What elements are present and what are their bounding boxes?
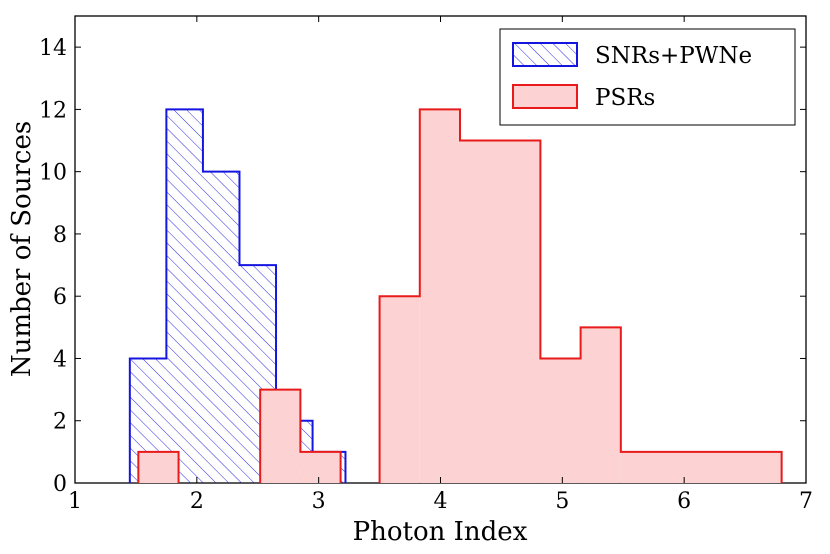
- bar-psrs: [419, 109, 460, 484]
- series-layer: [128, 108, 783, 484]
- y-tick-label: 10: [39, 161, 67, 186]
- y-tick-label: 6: [53, 285, 67, 310]
- y-tick-label: 14: [39, 36, 67, 61]
- legend-label-snrs-pwne: SNRs+PWNe: [595, 43, 752, 69]
- x-tick-label: 3: [312, 489, 326, 514]
- x-tick-label: 1: [68, 489, 82, 514]
- legend-swatch-psrs: [512, 84, 578, 109]
- bar-snrs-pwne: [202, 171, 240, 483]
- bar-snrs-pwne: [166, 109, 203, 484]
- outline-psrs: [378, 108, 783, 483]
- legend-label-psrs: PSRs: [595, 85, 655, 111]
- outline-psrs: [259, 388, 342, 483]
- x-tick-label: 7: [799, 489, 813, 514]
- x-tick-label: 5: [555, 489, 569, 514]
- x-tick-label: 6: [677, 489, 691, 514]
- y-tick-label: 2: [53, 410, 67, 435]
- bar-psrs: [620, 451, 782, 483]
- outline-snrs-pwne: [128, 108, 347, 483]
- bar-psrs: [260, 389, 301, 483]
- series-psrs: [137, 108, 783, 484]
- y-tick-label: 8: [53, 223, 67, 248]
- y-tick-label: 0: [53, 472, 67, 497]
- x-tick-label: 4: [434, 489, 448, 514]
- y-tick-label: 4: [53, 347, 67, 372]
- legend: SNRs+PWNe PSRs: [499, 28, 796, 126]
- y-axis-label: Number of Sources: [7, 121, 37, 377]
- outline-psrs: [137, 450, 180, 483]
- bar-psrs: [379, 296, 420, 483]
- bar-psrs: [459, 140, 541, 484]
- bar-psrs: [580, 327, 621, 483]
- bar-psrs: [138, 451, 179, 483]
- x-tick-label: 2: [190, 489, 204, 514]
- x-axis-label: Photon Index: [353, 517, 528, 547]
- y-tick-label: 12: [39, 98, 67, 123]
- bar-psrs: [540, 358, 581, 483]
- series-snrs-pwne: [128, 108, 347, 484]
- bar-psrs: [300, 451, 341, 483]
- legend-swatch-snrs-pwne: [512, 42, 578, 67]
